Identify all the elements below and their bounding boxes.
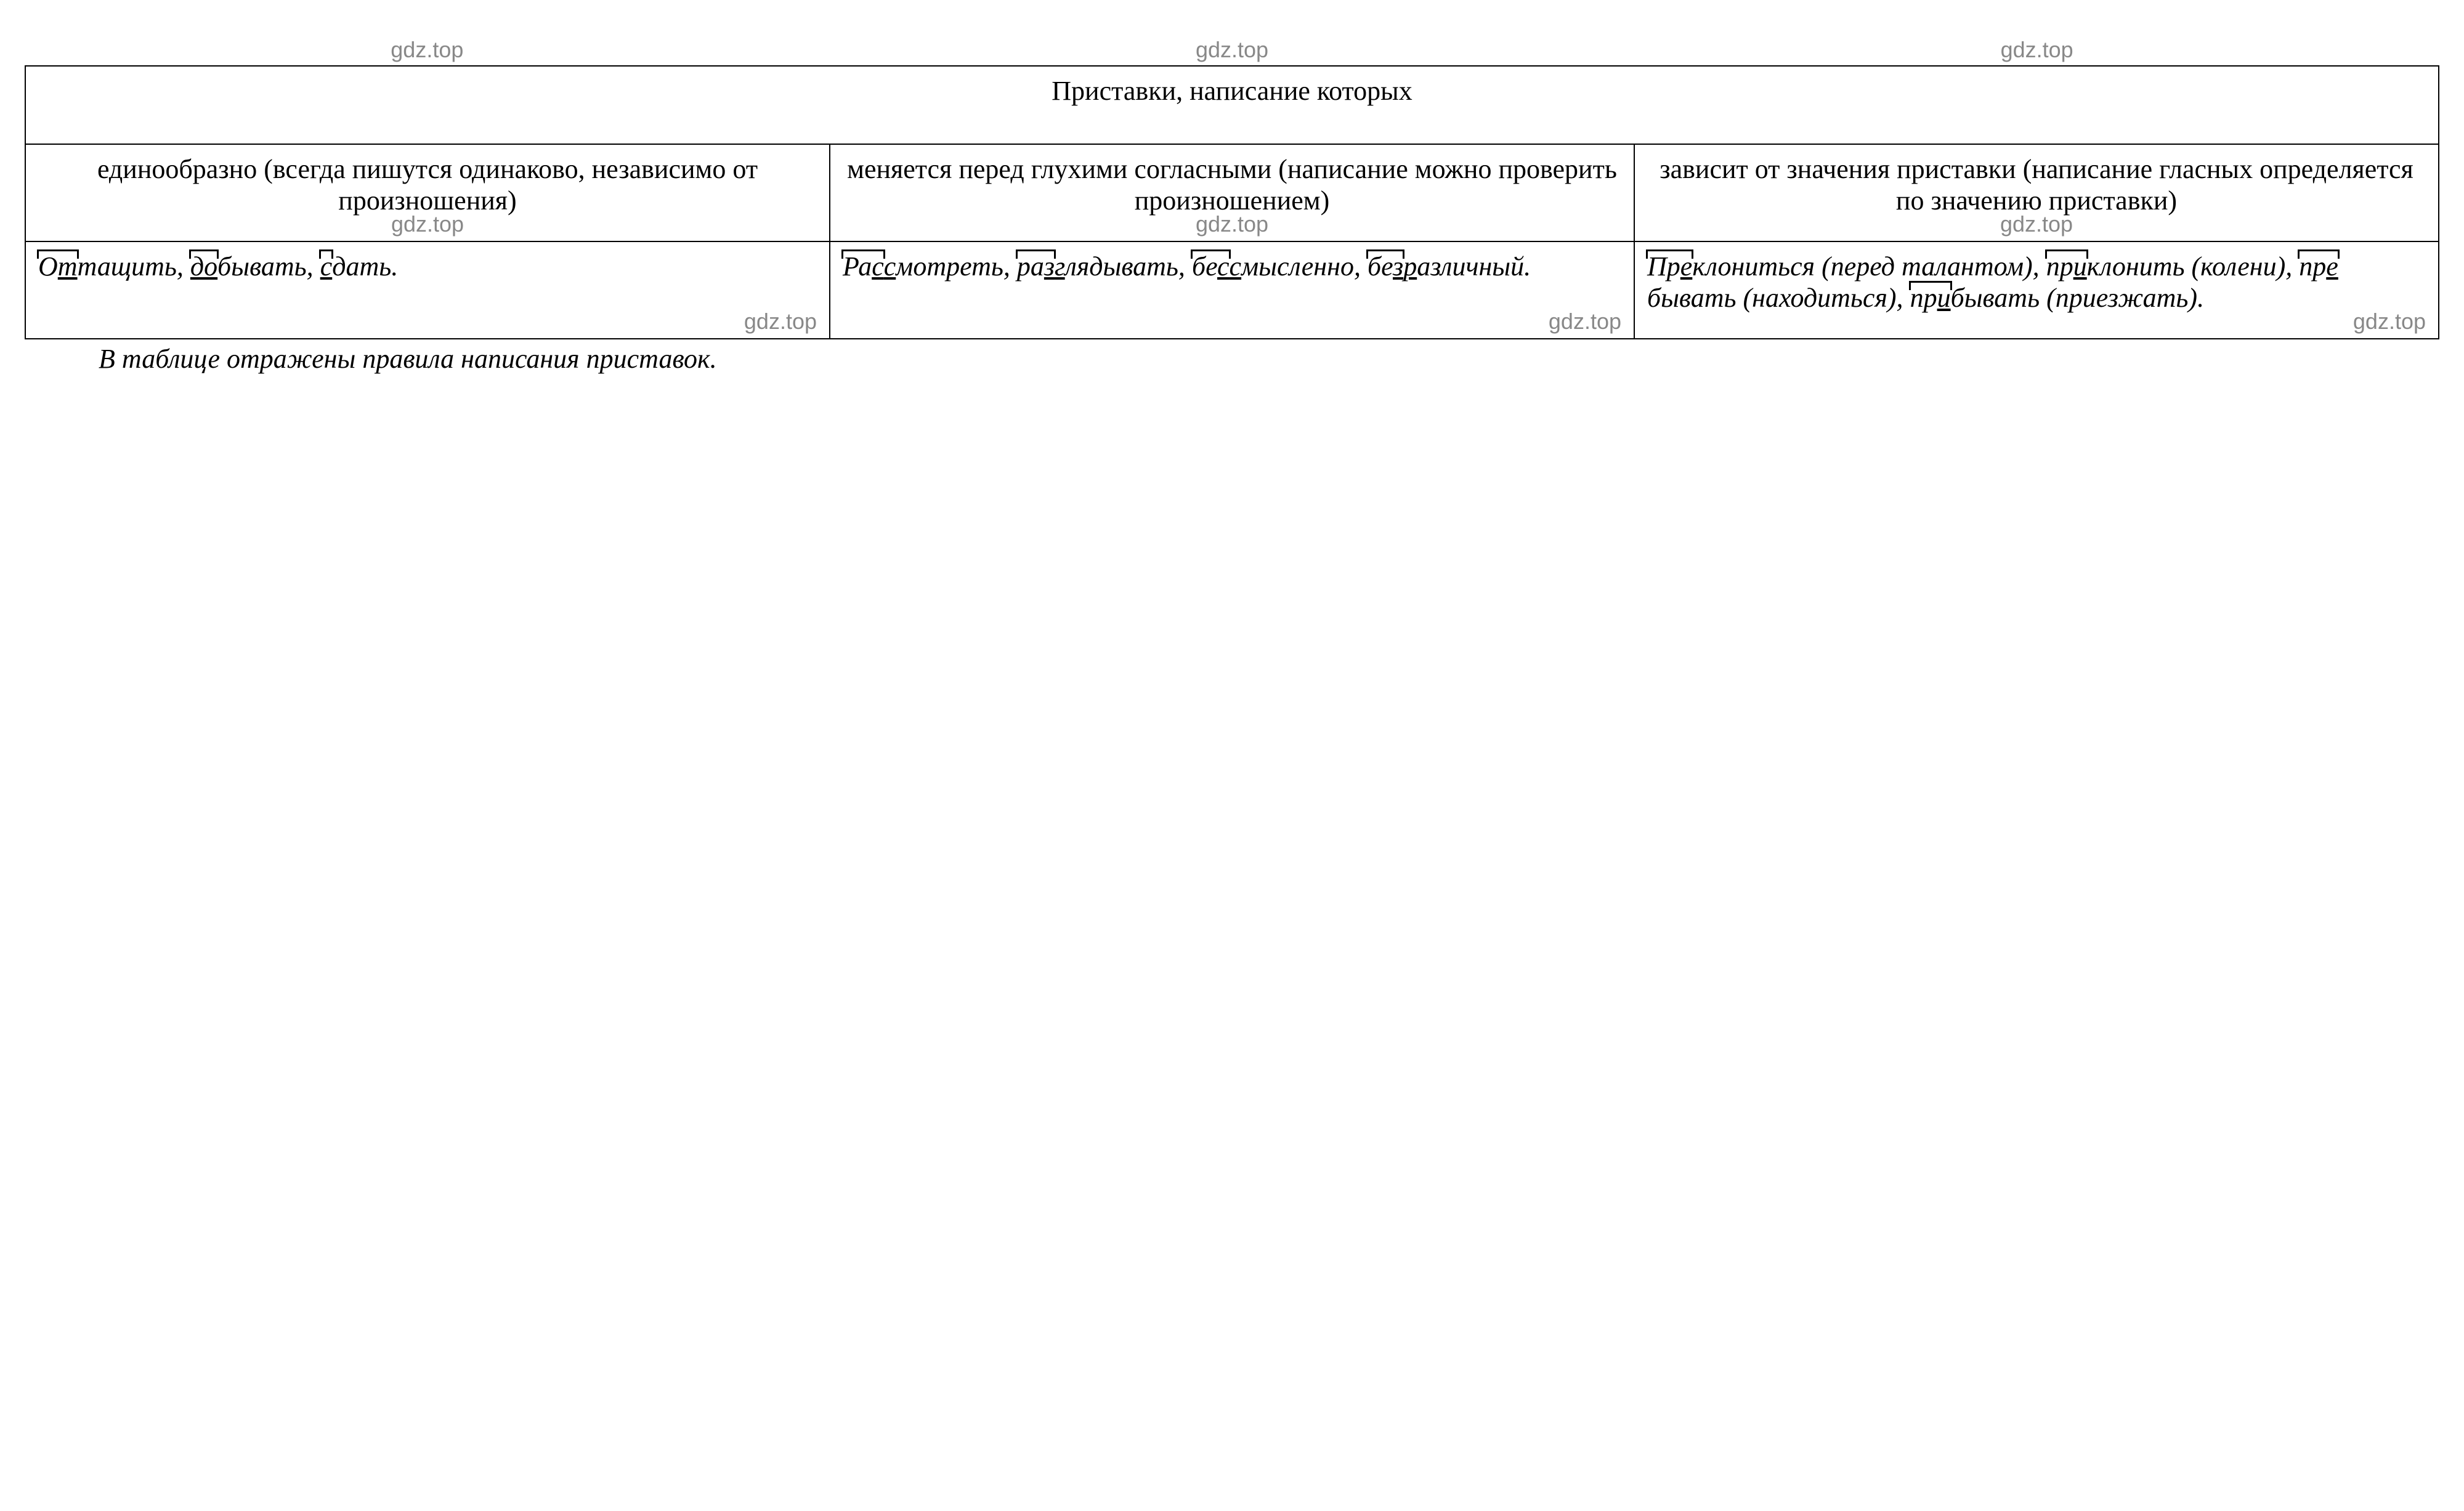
column-header-3: зависит от значения приставки (написание… <box>1634 144 2439 241</box>
data-cell-3: Преклониться (перед талантом), приклонит… <box>1634 241 2439 339</box>
watermark: gdz.top <box>1196 37 1268 63</box>
watermark: gdz.top <box>1196 211 1268 237</box>
header-text: зависит от значения приставки (написание… <box>1660 154 2413 216</box>
cell-content: Рассмотреть, разглядывать, бессмысленно,… <box>843 251 1531 282</box>
table-title-cell: Приставки, написание которых <box>25 66 2439 144</box>
watermark: gdz.top <box>391 37 463 63</box>
header-text: единообразно (всегда пишутся одинаково, … <box>97 154 758 216</box>
watermark: gdz.top <box>1549 309 1621 334</box>
watermark: gdz.top <box>2000 211 2073 237</box>
prefix-table: Приставки, написание которых единообразн… <box>25 65 2439 339</box>
table-title: Приставки, написание которых <box>1052 76 1412 106</box>
watermark: gdz.top <box>744 309 817 334</box>
watermark-row-top: gdz.top gdz.top gdz.top <box>25 37 2439 63</box>
watermark: gdz.top <box>2353 309 2426 334</box>
watermark: gdz.top <box>2001 37 2073 63</box>
column-header-1: единообразно (всегда пишутся одинаково, … <box>25 144 830 241</box>
data-cell-2: Рассмотреть, разглядывать, бессмысленно,… <box>830 241 1634 339</box>
cell-content: Оттащить, добывать, сдать. <box>38 251 398 282</box>
data-cell-1: Оттащить, добывать, сдать. gdz.top <box>25 241 830 339</box>
watermark: gdz.top <box>391 211 464 237</box>
table-header-row: единообразно (всегда пишутся одинаково, … <box>25 144 2439 241</box>
table-caption: В таблице отражены правила написания при… <box>25 343 2439 375</box>
cell-content: Преклониться (перед талантом), приклонит… <box>1647 251 2338 313</box>
table-data-row: Оттащить, добывать, сдать. gdz.top Рассм… <box>25 241 2439 339</box>
header-text: меняется перед глухими согласными (напис… <box>847 154 1617 216</box>
column-header-2: меняется перед глухими согласными (напис… <box>830 144 1634 241</box>
